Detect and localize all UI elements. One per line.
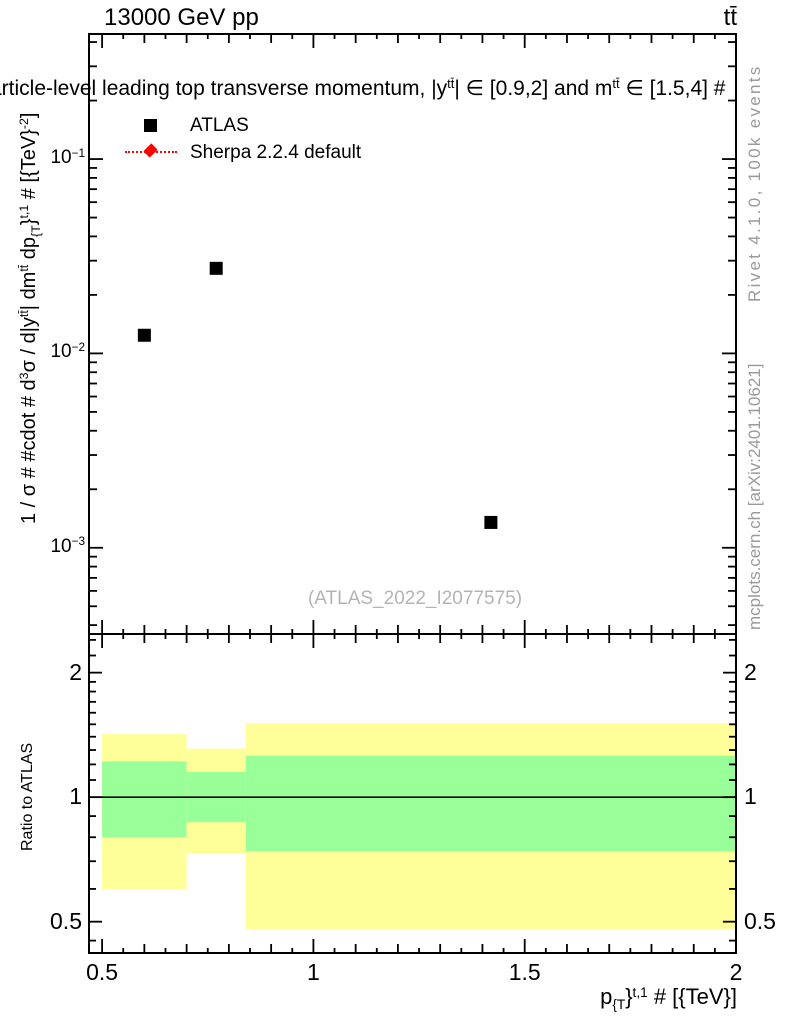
x-tick-label: 2: [729, 959, 743, 985]
x-tick-label: 1.5: [508, 959, 541, 985]
x-tick-label: 0.5: [86, 959, 119, 985]
x-tick-label: 1: [306, 959, 320, 985]
ratio-y-tick-label-left: 1: [69, 783, 82, 810]
ratio-panel-frame: [88, 633, 737, 954]
main-y-axis-title: 1 / σ # #cdot # d3σ / d|ytt̄| dmtt̄ dp{T…: [17, 112, 43, 524]
ratio-y-tick-label-right: 0.5: [744, 907, 776, 934]
data-point-atlas: [137, 328, 151, 342]
legend-item-atlas: ATLAS: [190, 115, 249, 136]
data-point-atlas: [484, 515, 498, 529]
main-y-tick-label: 10−1: [50, 146, 85, 169]
mcplots-reference-label: mcplots.cern.ch [arXiv:2401.10621]: [745, 363, 764, 630]
legend-square-marker-icon: [144, 119, 157, 132]
ratio-stat-uncertainty-band: [245, 755, 736, 852]
ratio-y-tick-label-right: 1: [744, 783, 757, 810]
legend-item-sherpa: Sherpa 2.2.4 default: [190, 142, 362, 163]
ratio-y-axis-title: Ratio to ATLAS: [19, 742, 36, 851]
ratio-y-tick-label-left: 0.5: [50, 907, 82, 934]
ratio-y-tick-label-left: 2: [69, 658, 82, 685]
analysis-watermark: (ATLAS_2022_I2077575): [307, 588, 523, 609]
ratio-y-tick-label-right: 2: [744, 658, 757, 685]
main-panel-frame: [88, 33, 737, 635]
main-y-tick-label: 10−2: [50, 340, 85, 363]
main-y-tick-label: 10−3: [50, 535, 85, 557]
observable-title: article-level leading top transverse mom…: [0, 75, 726, 100]
process-title: tt̄: [723, 4, 737, 31]
beam-energy-title: 13000 GeV pp: [104, 4, 259, 31]
ratio-stat-uncertainty-band: [102, 761, 187, 838]
data-point-atlas: [209, 261, 223, 275]
x-axis-title: p{T}t,1 # [{TeV}]: [600, 984, 737, 1013]
rivet-version-label: Rivet 4.1.0, 100k events: [745, 64, 764, 302]
